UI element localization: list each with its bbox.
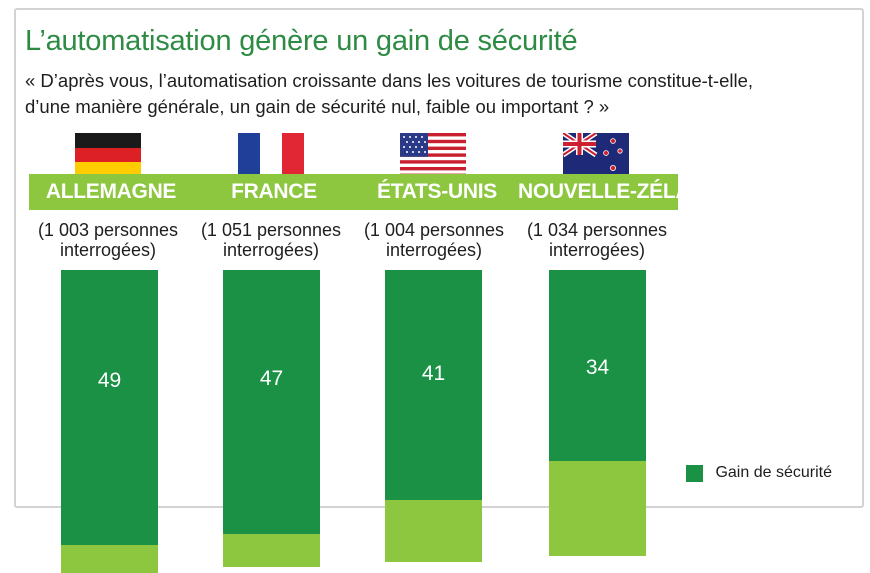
legend-swatch-gain — [686, 464, 703, 482]
france-flag-icon — [238, 133, 304, 177]
sample-count: (1 051 personnes — [200, 220, 342, 240]
sample-suffix: interrogées) — [385, 240, 483, 260]
germany-flag-icon — [75, 133, 141, 177]
bar-1: 49 — [61, 270, 158, 573]
bar-segment-gain — [385, 270, 482, 500]
new-zealand-flag-icon — [563, 133, 629, 177]
sample-count: (1 003 personnes — [37, 220, 179, 240]
legend-label-gain: Gain de sécurité — [715, 464, 832, 481]
sample-suffix: interrogées) — [222, 240, 320, 260]
sample-suffix: interrogées) — [59, 240, 157, 260]
bar-segment-secondary — [549, 460, 646, 557]
bar-segment-secondary — [223, 533, 320, 568]
bar-segment-gain — [549, 270, 646, 461]
country-label-france: FRANCE — [192, 174, 356, 210]
bar-segment-gain — [61, 270, 158, 545]
sample-size-new-zealand: (1 034 personnes interrogées) — [517, 220, 677, 260]
bar-value-label: 49 — [97, 368, 122, 392]
chart-title: L’automatisation génère un gain de sécur… — [25, 25, 578, 57]
sample-size-france: (1 051 personnes interrogées) — [191, 220, 351, 260]
sample-count: (1 034 personnes — [526, 220, 668, 240]
bar-value-label: 47 — [259, 367, 284, 391]
question-line-1: « D’après vous, l’automatisation croissa… — [25, 70, 754, 91]
bar-segment-secondary — [61, 544, 158, 573]
usa-flag-icon — [400, 133, 466, 177]
sample-size-usa: (1 004 personnes interrogées) — [354, 220, 514, 260]
country-label-usa: ÉTATS-UNIS — [356, 174, 518, 210]
legend: Gain de sécurité — [686, 464, 832, 482]
question-line-2: d’une manière générale, un gain de sécur… — [25, 96, 610, 117]
bar-value-label: 34 — [585, 356, 610, 380]
bar-2: 47 — [223, 270, 320, 568]
country-label-new-zealand: NOUVELLE-ZÉLANDE — [518, 174, 678, 210]
bar-segment-gain — [223, 270, 320, 534]
bar-segment-secondary — [385, 500, 482, 562]
sample-size-germany: (1 003 personnes interrogées) — [28, 220, 188, 260]
country-label-germany: ALLEMAGNE — [29, 174, 193, 210]
survey-question: « D’après vous, l’automatisation croissa… — [25, 68, 785, 120]
bar-3: 41 — [385, 270, 482, 562]
bar-4: 34 — [549, 270, 646, 557]
bar-value-label: 41 — [421, 362, 446, 386]
sample-count: (1 004 personnes — [363, 220, 505, 240]
sample-suffix: interrogées) — [548, 240, 646, 260]
